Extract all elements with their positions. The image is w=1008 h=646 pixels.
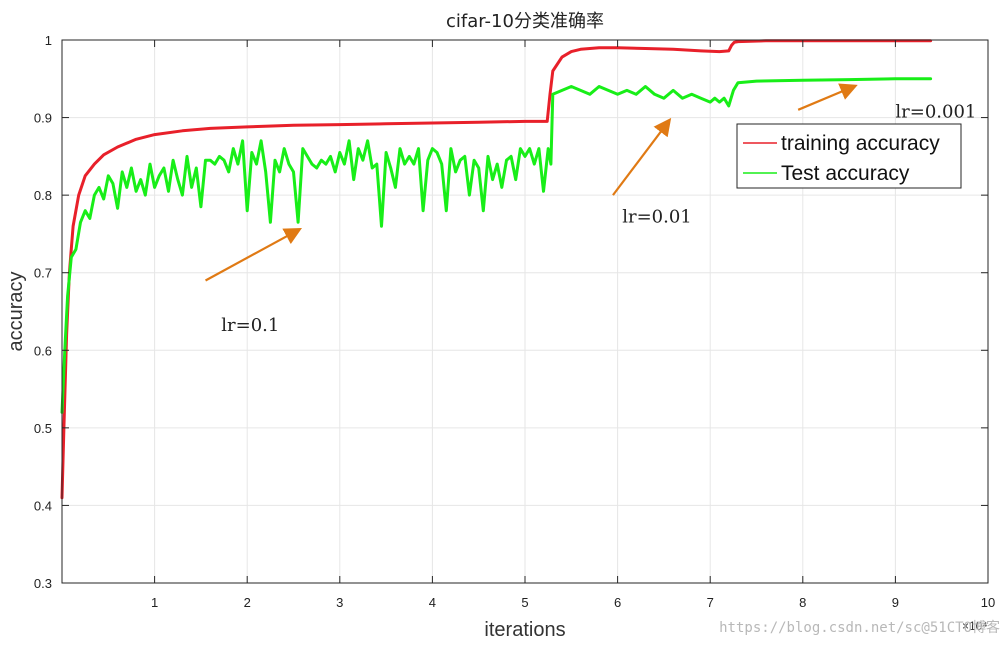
y-tick-label: 1	[45, 33, 52, 48]
ticks: 1 2 3 4 5 6 7 8 9 10 0.3 0.4 0.5 0.6 0.7 0.8 0.9 1	[34, 33, 995, 610]
x-tick-label: 3	[336, 595, 343, 610]
annotation-arrow	[205, 227, 302, 282]
x-axis-title: iterations	[484, 619, 565, 641]
x-tick-label: 9	[892, 595, 899, 610]
y-tick-label: 0.7	[34, 266, 52, 281]
legend-label-test-accuracy: Test accuracy	[781, 162, 910, 185]
y-tick-label: 0.8	[34, 188, 52, 203]
y-tick-label: 0.6	[34, 343, 52, 358]
annotations: lr=0.1 lr=0.01 lr=0.001	[205, 83, 976, 336]
x-tick-label: 10	[981, 595, 995, 610]
y-tick-label: 0.5	[34, 421, 52, 436]
x-axis-exponent-label: ×10⁴	[962, 619, 988, 633]
y-tick-label: 0.4	[34, 498, 52, 513]
series-line-training-accuracy	[60, 39, 933, 500]
y-tick-label: 0.9	[34, 111, 52, 126]
legend[interactable]: training accuracy Test accuracy	[736, 123, 962, 189]
watermark: https://blog.csdn.net/sc@51CTO博客	[719, 619, 1000, 636]
annotation-label: lr=0.1	[221, 315, 279, 336]
x-tick-label: 1	[151, 595, 158, 610]
x-tick-label: 2	[244, 595, 251, 610]
legend-box	[736, 123, 962, 189]
annotation-label: lr=0.01	[622, 206, 692, 227]
legend-label-training-accuracy: training accuracy	[781, 132, 940, 155]
annotation-arrow	[612, 117, 672, 196]
x-tick-label: 4	[429, 595, 436, 610]
series-layer	[60, 39, 933, 500]
annotation-label: lr=0.001	[895, 102, 976, 123]
x-tick-label: 6	[614, 595, 621, 610]
x-tick-label: 5	[521, 595, 528, 610]
y-tick-label: 0.3	[34, 576, 52, 591]
x-tick-label: 7	[707, 595, 714, 610]
annotation-arrow	[797, 83, 858, 111]
series-line-test-accuracy	[60, 77, 933, 414]
y-axis-title: accuracy	[5, 271, 27, 351]
chart-title: cifar-10分类准确率	[446, 11, 604, 32]
x-tick-label: 8	[799, 595, 806, 610]
